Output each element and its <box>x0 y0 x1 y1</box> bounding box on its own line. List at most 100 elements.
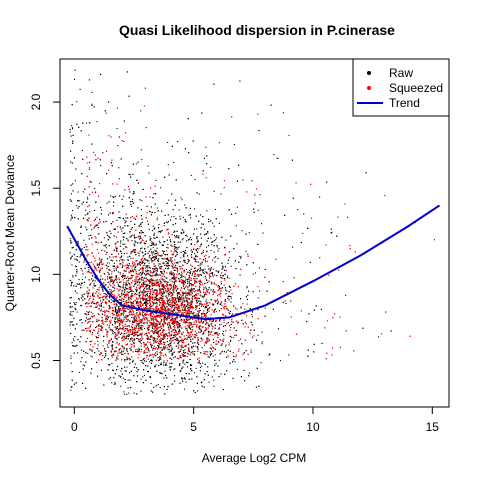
data-point <box>127 379 129 381</box>
data-point <box>212 319 214 321</box>
data-point <box>190 368 192 370</box>
data-point <box>133 191 135 193</box>
data-point <box>190 352 192 354</box>
data-point <box>236 206 238 208</box>
data-point <box>153 268 155 270</box>
data-point <box>210 267 212 269</box>
data-point <box>172 323 174 325</box>
data-point <box>135 254 137 256</box>
data-point <box>70 214 72 216</box>
data-point <box>95 278 97 280</box>
data-point <box>158 263 160 265</box>
data-point <box>202 322 204 324</box>
data-point <box>156 207 158 209</box>
data-point <box>190 254 192 256</box>
data-point <box>194 257 196 259</box>
data-point <box>229 362 231 364</box>
data-point <box>71 386 73 388</box>
data-point <box>182 360 184 362</box>
data-point <box>140 222 142 224</box>
data-point <box>208 325 210 327</box>
data-point <box>148 260 150 262</box>
data-point <box>146 301 148 303</box>
data-point <box>178 330 180 332</box>
data-point <box>101 359 103 361</box>
data-point <box>183 283 185 285</box>
data-point <box>123 296 125 298</box>
data-point <box>108 201 110 203</box>
data-point <box>146 266 148 268</box>
data-point <box>181 275 183 277</box>
data-point <box>189 358 191 360</box>
data-point <box>163 317 165 319</box>
data-point <box>154 259 156 261</box>
data-point <box>141 200 143 202</box>
data-point <box>198 328 200 330</box>
data-point <box>205 329 207 331</box>
data-point <box>149 239 151 241</box>
data-point <box>145 332 147 334</box>
data-point <box>172 286 174 288</box>
data-point <box>220 283 222 285</box>
data-point <box>235 330 237 332</box>
data-point <box>125 287 127 289</box>
data-point <box>174 317 176 319</box>
data-point <box>179 364 181 366</box>
data-point <box>106 320 108 322</box>
data-point <box>215 332 217 334</box>
data-point <box>139 250 141 252</box>
data-point <box>220 344 222 346</box>
data-point <box>70 242 72 244</box>
data-point <box>80 287 82 289</box>
data-point <box>141 251 143 253</box>
data-point <box>166 364 168 366</box>
data-point <box>74 265 76 267</box>
data-point <box>104 245 106 247</box>
data-point <box>167 263 169 265</box>
data-point <box>221 268 223 270</box>
data-point <box>126 325 128 327</box>
data-point <box>160 302 162 304</box>
data-point <box>176 248 178 250</box>
data-point <box>126 316 128 318</box>
data-point <box>191 251 193 253</box>
data-point <box>80 268 82 270</box>
data-point <box>221 343 223 345</box>
data-point <box>121 252 123 254</box>
data-point <box>189 270 191 272</box>
data-point <box>198 315 200 317</box>
data-point <box>130 338 132 340</box>
data-point <box>179 330 181 332</box>
data-point <box>144 274 146 276</box>
data-point <box>100 325 102 327</box>
data-point <box>126 284 128 286</box>
data-point <box>119 305 121 307</box>
data-point <box>91 356 93 358</box>
data-point <box>199 325 201 327</box>
data-point <box>107 262 109 264</box>
data-point <box>113 201 115 203</box>
data-point <box>112 300 114 302</box>
data-point <box>132 202 134 204</box>
data-point <box>127 293 129 295</box>
data-point <box>140 226 142 228</box>
data-point <box>136 371 138 373</box>
data-point <box>199 269 201 271</box>
data-point <box>172 272 174 274</box>
data-point <box>254 194 256 196</box>
data-point <box>122 274 124 276</box>
data-point <box>119 217 121 219</box>
data-point <box>188 314 190 316</box>
data-point <box>92 301 94 303</box>
data-point <box>194 323 196 325</box>
data-point <box>239 255 241 257</box>
data-point <box>251 336 253 338</box>
data-point <box>169 305 171 307</box>
data-point <box>78 283 80 285</box>
data-point <box>163 364 165 366</box>
data-point <box>168 260 170 262</box>
data-point <box>118 306 120 308</box>
data-point <box>138 282 140 284</box>
data-point <box>176 300 178 302</box>
data-point <box>156 293 158 295</box>
